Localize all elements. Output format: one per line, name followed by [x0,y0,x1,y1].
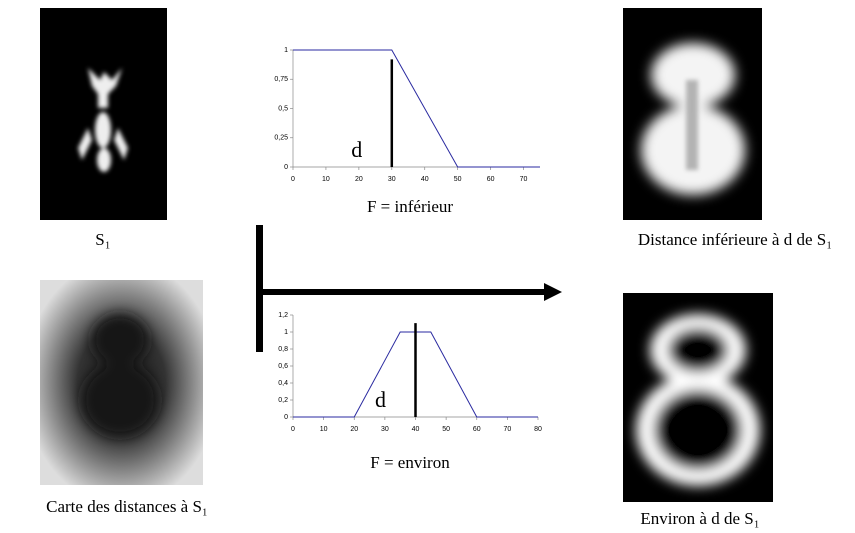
chart-caption: F = inférieur [367,197,453,216]
y-tick-label: 0,25 [274,135,288,142]
y-tick-label: 1,2 [278,312,288,319]
y-tick-label: 0 [284,414,288,421]
caption: Carte des distances à S₁ [46,497,208,516]
y-tick-label: 0,8 [278,346,288,353]
diagram: S₁ Carte des distances à S₁ Distance inf… [0,0,855,533]
x-tick-label: 30 [381,426,389,433]
x-tick-label: 0 [291,426,295,433]
y-tick-label: 1 [284,47,288,54]
caption: Environ à d de S₁ [640,509,759,528]
y-tick-label: 0,5 [278,105,288,112]
y-tick-label: 0,75 [274,76,288,83]
line-series [293,50,540,167]
x-tick-label: 60 [473,426,481,433]
x-tick-label: 40 [421,176,429,183]
arrow [256,225,562,352]
x-tick-label: 10 [320,426,328,433]
x-tick-label: 40 [412,426,420,433]
x-tick-label: 70 [520,176,528,183]
y-tick-label: 1 [284,329,288,336]
image-environ [623,293,773,502]
y-tick-label: 0,4 [278,380,288,387]
x-tick-label: 60 [487,176,495,183]
x-tick-label: 20 [355,176,363,183]
x-tick-label: 20 [350,426,358,433]
x-tick-label: 80 [534,426,542,433]
marker-label: d [351,137,362,162]
x-tick-label: 50 [442,426,450,433]
image-distance-map [40,280,203,485]
caption: Distance inférieure à d de S₁ [638,230,832,249]
image-distance-inferieure [623,8,762,220]
image-s1 [40,8,167,220]
chart-caption: F = environ [370,453,450,472]
marker-label: d [375,387,386,412]
x-tick-label: 0 [291,176,295,183]
y-tick-label: 0 [284,164,288,171]
x-tick-label: 70 [503,426,511,433]
x-tick-label: 10 [322,176,330,183]
x-tick-label: 30 [388,176,396,183]
caption: S₁ [95,230,110,249]
y-tick-label: 0,6 [278,363,288,370]
y-tick-label: 0,2 [278,397,288,404]
x-tick-label: 50 [454,176,462,183]
